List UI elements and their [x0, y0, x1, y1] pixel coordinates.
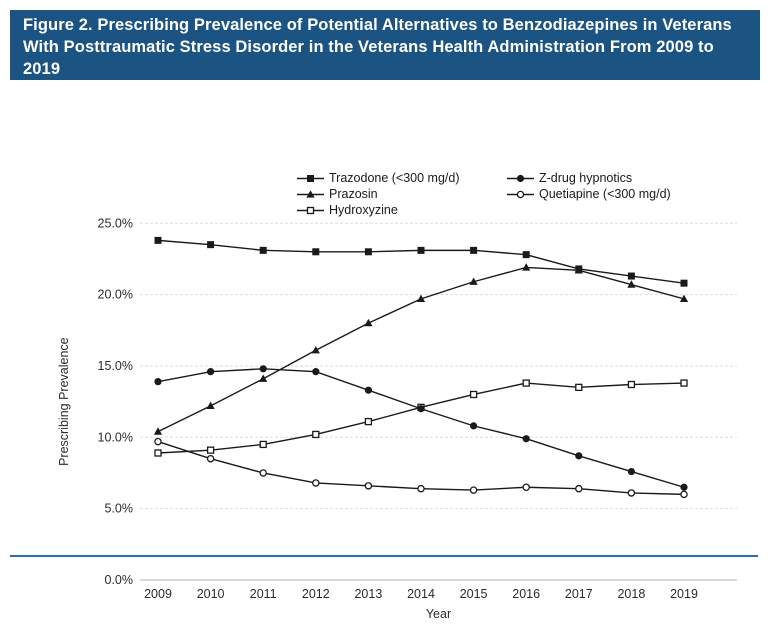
legend-item-trazodone-300-mg-d: Trazodone (<300 mg/d) [297, 170, 485, 186]
x-tick-label: 2014 [407, 587, 435, 601]
series-markers-quetiapine-300-mg-d [154, 437, 688, 499]
legend-label: Prazosin [329, 187, 378, 201]
y-tick-label: 10.0% [98, 430, 133, 444]
figure-title: Figure 2. Prescribing Prevalence of Pote… [10, 10, 760, 80]
legend-item-hydroxyzine: Hydroxyzine [297, 202, 485, 218]
bottom-border [10, 555, 758, 557]
x-tick-label: 2012 [302, 587, 330, 601]
series-markers-prazosin [153, 263, 689, 435]
y-tick-label: 5.0% [105, 502, 134, 516]
legend-item-z-drug-hypnotics: Z-drug hypnotics [507, 170, 671, 186]
legend-item-quetiapine-300-mg-d: Quetiapine (<300 mg/d) [507, 186, 671, 202]
x-tick-label: 2017 [565, 587, 593, 601]
y-axis-label: Prescribing Prevalence [57, 337, 71, 466]
y-tick-label: 0.0% [105, 573, 134, 587]
x-tick-label: 2013 [354, 587, 382, 601]
y-tick-label: 15.0% [98, 359, 133, 373]
legend-label: Trazodone (<300 mg/d) [329, 171, 460, 185]
series-markers-trazodone-300-mg-d [154, 236, 688, 287]
x-tick-label: 2011 [250, 587, 277, 601]
x-tick-label: 2018 [617, 587, 645, 601]
x-tick-label: 2016 [512, 587, 540, 601]
legend-column: Trazodone (<300 mg/d) Prazosin Hydroxyzine [297, 170, 485, 218]
x-tick-labels: 2009 2010 2011 2012 2013 2014 2015 2016 2017 2018… [144, 587, 698, 601]
legend-item-prazosin: Prazosin [297, 186, 485, 202]
series-line-hydroxyzine [157, 382, 685, 454]
legend-label: Quetiapine (<300 mg/d) [539, 187, 671, 201]
y-tick-label: 20.0% [98, 288, 133, 302]
filled-circle-icon [507, 174, 534, 182]
gridlines [140, 222, 737, 581]
x-tick-label: 2015 [460, 587, 488, 601]
legend-label: Z-drug hypnotics [539, 171, 633, 185]
line-plot: 0.0% 5.0% 10.0% 15.0% 20.0% 25.0% 2009 2010 2011… [57, 216, 737, 621]
chart-legend: Trazodone (<300 mg/d) Prazosin Hydroxyzine… [297, 170, 671, 218]
filled-triangle-icon [297, 189, 324, 198]
series-markers-z-drug-hypnotics [154, 365, 688, 491]
legend-label: Hydroxyzine [329, 203, 398, 217]
open-circle-icon [507, 190, 534, 198]
y-tick-labels: 0.0% 5.0% 10.0% 15.0% 20.0% 25.0% [98, 216, 133, 587]
y-tick-label: 25.0% [98, 216, 133, 230]
open-square-icon [297, 206, 324, 214]
x-tick-label: 2009 [144, 587, 172, 601]
legend-column: Z-drug hypnotics Quetiapine (<300 mg/d) [507, 170, 671, 218]
filled-square-icon [297, 174, 324, 182]
x-tick-label: 2010 [197, 587, 225, 601]
x-axis-label: Year [426, 607, 451, 621]
chart-area: Trazodone (<300 mg/d) Prazosin Hydroxyzine… [0, 80, 768, 621]
series-markers-hydroxyzine [154, 379, 688, 457]
x-tick-label: 2019 [670, 587, 698, 601]
